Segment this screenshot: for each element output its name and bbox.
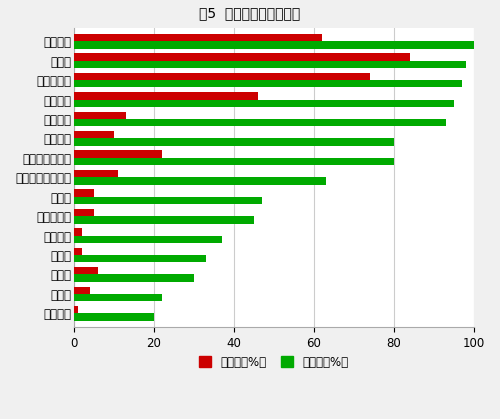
Bar — [74, 235, 222, 243]
Bar — [74, 111, 126, 119]
Bar — [74, 228, 82, 235]
Bar — [74, 255, 206, 262]
Bar — [74, 216, 254, 224]
Bar — [74, 119, 446, 127]
Bar — [74, 138, 394, 146]
Bar — [74, 274, 194, 282]
Bar — [74, 248, 82, 255]
Bar — [74, 267, 98, 274]
Bar — [74, 177, 326, 185]
Bar — [74, 80, 462, 88]
Bar — [74, 170, 118, 177]
Bar — [74, 34, 322, 41]
Bar — [74, 150, 162, 158]
Bar — [74, 313, 154, 321]
Bar — [74, 72, 370, 80]
Text: 図5  油の認知度と使用度: 図5 油の認知度と使用度 — [200, 6, 300, 20]
Bar — [74, 294, 162, 301]
Bar — [74, 197, 262, 204]
Bar — [74, 209, 94, 216]
Bar — [74, 41, 474, 49]
Bar — [74, 53, 410, 61]
Bar — [74, 61, 466, 68]
Bar — [74, 306, 78, 313]
Bar — [74, 287, 90, 294]
Bar — [74, 158, 394, 165]
Legend: 使用度（%）, 認知度（%）: 使用度（%）, 認知度（%） — [194, 351, 353, 373]
Bar — [74, 131, 114, 138]
Bar — [74, 189, 94, 197]
Bar — [74, 99, 454, 107]
Bar — [74, 92, 258, 99]
